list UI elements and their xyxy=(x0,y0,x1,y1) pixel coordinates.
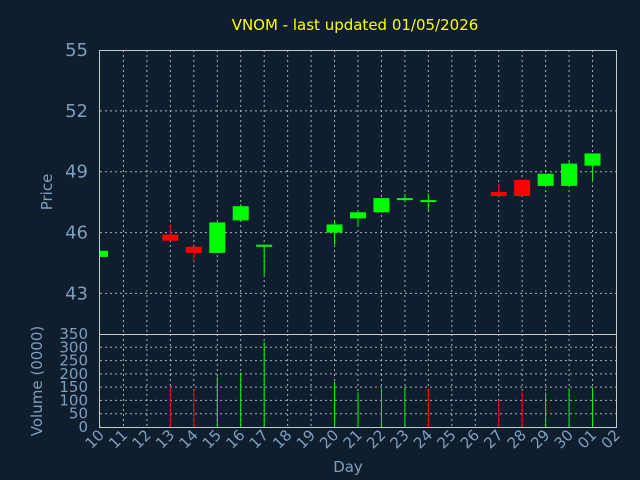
volume-tick-label: 350 xyxy=(59,325,88,343)
volume-panel-frame xyxy=(99,334,617,428)
price-candles xyxy=(99,153,601,276)
candle-27 xyxy=(490,183,507,197)
candle-body xyxy=(396,198,413,201)
candle-body xyxy=(162,234,179,241)
volume-bars xyxy=(99,341,594,427)
candle-body xyxy=(326,224,343,233)
price-y-ticks: 55 52 49 46 43 xyxy=(65,40,88,304)
price-tick-label: 52 xyxy=(65,101,88,122)
candle-21 xyxy=(350,210,366,227)
x-axis-label: Day xyxy=(333,458,363,476)
candle-16 xyxy=(232,204,249,221)
volume-tick-label: 200 xyxy=(59,365,88,383)
candle-body xyxy=(350,212,366,219)
chart-title: VNOM - last updated 01/05/2026 xyxy=(232,16,479,34)
candle-14 xyxy=(185,246,202,261)
candle-body xyxy=(490,192,507,197)
candle-20 xyxy=(326,220,343,245)
candle-body xyxy=(420,200,437,203)
price-tick-label: 43 xyxy=(65,283,88,304)
candle-body xyxy=(561,163,578,186)
price-axis-label: Price xyxy=(38,174,56,211)
candle-body xyxy=(185,246,202,253)
candle-body xyxy=(232,206,249,221)
candle-body xyxy=(100,250,108,257)
volume-tick-label: 300 xyxy=(59,338,88,356)
candle-body xyxy=(373,198,390,213)
price-grid xyxy=(100,50,616,334)
candle-15 xyxy=(209,222,226,253)
candle-24 xyxy=(420,194,437,211)
candle-body xyxy=(584,153,601,166)
volume-tick-label: 100 xyxy=(59,391,88,409)
day-x-ticks: 1011121314151617181920212223242526272829… xyxy=(82,426,624,452)
volume-tick-label: 50 xyxy=(69,405,88,423)
candle-23 xyxy=(396,194,413,203)
candle-body xyxy=(256,244,273,247)
candle-01 xyxy=(584,153,601,182)
candle-body xyxy=(209,222,226,253)
volume-axis-label: Volume (0000) xyxy=(28,326,46,436)
candle-17 xyxy=(256,244,273,276)
candle-body xyxy=(537,173,554,186)
candle-body xyxy=(514,179,531,197)
volume-grid xyxy=(100,334,616,427)
candle-10 xyxy=(99,250,108,257)
volume-tick-label: 150 xyxy=(59,378,88,396)
price-tick-label: 46 xyxy=(65,223,88,244)
volume-tick-label: 0 xyxy=(78,418,88,436)
price-tick-label: 49 xyxy=(65,162,88,183)
price-tick-label: 55 xyxy=(65,40,88,61)
candle-28 xyxy=(514,179,531,197)
candle-30 xyxy=(561,161,578,186)
volume-tick-label: 250 xyxy=(59,352,88,370)
candle-13 xyxy=(162,224,179,241)
candle-22 xyxy=(373,198,390,213)
candle-29 xyxy=(537,173,554,186)
